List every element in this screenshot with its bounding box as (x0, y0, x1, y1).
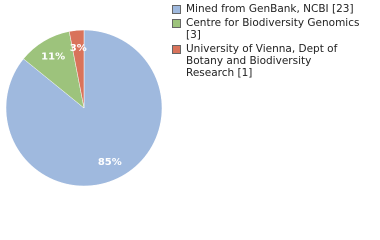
slice-label: 11% (41, 51, 65, 62)
legend-item: Centre for Biodiversity Genomics [3] (172, 17, 362, 41)
legend-swatch (172, 19, 181, 28)
legend-label: Mined from GenBank, NCBI [23] (186, 3, 354, 15)
legend-label: Centre for Biodiversity Genomics [3] (186, 17, 360, 41)
slice-label: 85% (98, 157, 122, 168)
pie-slice (68, 29, 85, 109)
legend-label: University of Vienna, Dept of Botany and… (186, 43, 338, 79)
legend-item: Mined from GenBank, NCBI [23] (172, 3, 362, 15)
legend-item: University of Vienna, Dept of Botany and… (172, 43, 362, 79)
legend: Mined from GenBank, NCBI [23] Centre for … (172, 3, 362, 81)
slice-label: 3% (70, 43, 87, 54)
legend-swatch (172, 5, 181, 14)
pie-area: 85% 11% 3% (5, 29, 163, 187)
legend-swatch (172, 45, 181, 54)
